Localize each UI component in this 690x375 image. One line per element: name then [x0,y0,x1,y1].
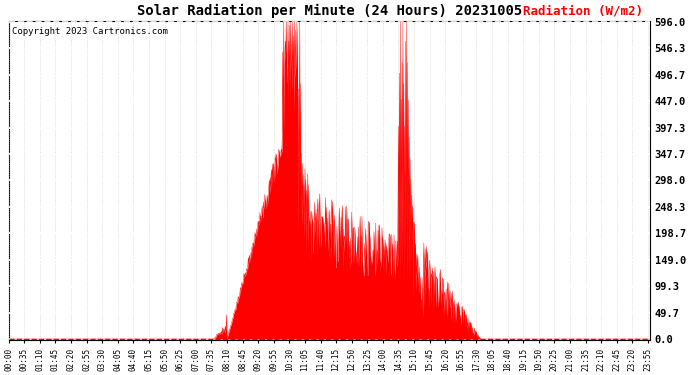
Text: Radiation (W/m2): Radiation (W/m2) [523,4,643,18]
Text: Copyright 2023 Cartronics.com: Copyright 2023 Cartronics.com [12,27,168,36]
Title: Solar Radiation per Minute (24 Hours) 20231005: Solar Radiation per Minute (24 Hours) 20… [137,4,522,18]
